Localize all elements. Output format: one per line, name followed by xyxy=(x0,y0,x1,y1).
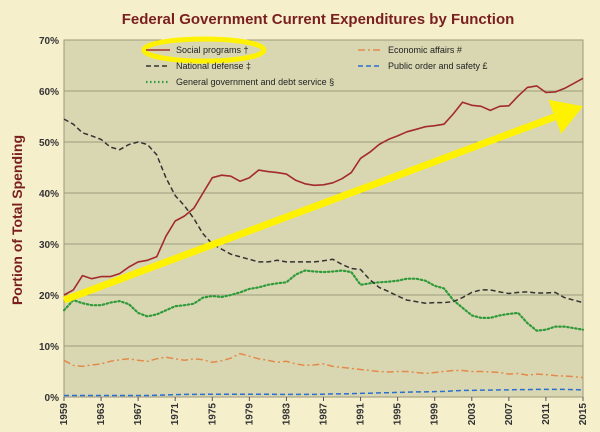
x-tick-label: 1987 xyxy=(319,403,330,426)
x-tick-label: 1963 xyxy=(96,403,107,426)
trend-arrow-head xyxy=(548,99,583,134)
series-layer xyxy=(62,77,585,397)
x-tick-label: 1979 xyxy=(244,403,255,426)
series-line xyxy=(63,352,584,379)
y-tick-label: 20% xyxy=(39,291,59,302)
legend-label: Public order and safety £ xyxy=(388,61,488,71)
x-tick-label: 2015 xyxy=(578,403,589,426)
x-tick-label: 1967 xyxy=(133,403,144,426)
x-tick-label: 1991 xyxy=(356,403,367,426)
x-tick-label: 1999 xyxy=(430,403,441,426)
legend: Social programs † National defense ‡ Gener… xyxy=(146,45,488,87)
y-tick-label: 70% xyxy=(39,36,59,47)
x-tick-label: 2007 xyxy=(504,403,515,426)
x-tick-label: 1995 xyxy=(393,403,404,426)
chart-title: Federal Government Current Expenditures … xyxy=(122,11,515,28)
y-tick-label: 0% xyxy=(45,393,60,404)
legend-label: National defense ‡ xyxy=(176,61,251,71)
series-line xyxy=(63,77,584,296)
x-tick-label: 2011 xyxy=(541,403,552,425)
x-tick-label: 1983 xyxy=(281,403,292,426)
plot-area xyxy=(63,39,584,398)
y-axis-label: Portion of Total Spending xyxy=(9,135,25,305)
y-tick-label: 10% xyxy=(39,342,59,353)
annotation-layer xyxy=(62,36,583,304)
legend-label: General government and debt service § xyxy=(176,77,334,87)
x-tick-label: 1959 xyxy=(59,403,70,426)
x-axis: 1959 1963 1967 1971 1975 1979 1983 1987 1991 1995… xyxy=(59,397,589,425)
series-line xyxy=(62,269,585,332)
highlight-ellipse xyxy=(141,36,267,64)
x-tick-label: 2003 xyxy=(467,403,478,426)
series-line xyxy=(64,388,584,397)
series-line xyxy=(63,118,584,304)
y-tick-label: 50% xyxy=(39,138,59,149)
y-tick-label: 40% xyxy=(39,189,59,200)
legend-label: Social programs † xyxy=(176,45,249,55)
legend-label: Economic affairs # xyxy=(388,45,462,55)
y-axis: 0% 10% 20% 30% 40% 50% 60% 70% xyxy=(39,36,59,404)
x-tick-label: 1975 xyxy=(207,403,218,426)
y-tick-label: 60% xyxy=(39,87,59,98)
y-tick-label: 30% xyxy=(39,240,59,251)
x-tick-label: 1971 xyxy=(170,403,181,426)
trend-arrow-shaft xyxy=(62,113,557,304)
grid-lines xyxy=(64,90,583,347)
